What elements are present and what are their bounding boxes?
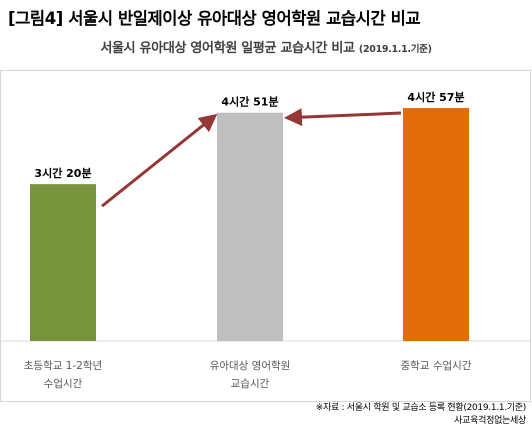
category-label-1-line-1: 초등학교 1-2학년	[24, 360, 102, 372]
category-label-2-line-2: 교습시간	[231, 378, 270, 390]
data-label-2: 4시간 51분	[221, 95, 278, 109]
bar-2	[217, 112, 283, 341]
chart-frame	[0, 70, 531, 402]
category-label-3-line-1: 중학교 수업시간	[401, 359, 472, 372]
source-line-2: 사교육걱정없는세상	[454, 416, 526, 426]
bar-1	[30, 184, 96, 341]
source-line-1: ※자료 : 서울시 학원 및 교습소 등록 현황(2019.1.1.기준)	[315, 403, 527, 413]
comparison-arrow-1	[101, 113, 218, 208]
category-label-1-line-2: 수업시간	[44, 377, 83, 390]
comparison-arrow-2	[284, 108, 402, 127]
chart-title: 서울시 유아대상 영어학원 일평균 교습시간 비교 (2019.1.1.기준)	[0, 37, 532, 56]
bar-3	[403, 108, 469, 342]
chart-title-text: 서울시 유아대상 영어학원 일평균 교습시간 비교	[100, 41, 355, 56]
data-label-1: 3시간 20분	[34, 166, 91, 180]
source-note: ※자료 : 서울시 학원 및 교습소 등록 현황(2019.1.1.기준) 사교…	[315, 402, 527, 428]
chart-title-date: (2019.1.1.기준)	[358, 44, 432, 55]
figure-title: [그림4] 서울시 반일제이상 유아대상 영어학원 교습시간 비교	[8, 9, 421, 28]
category-label-2-line-1: 유아대상 영어학원	[210, 360, 291, 372]
data-label-3: 4시간 57분	[407, 90, 464, 104]
